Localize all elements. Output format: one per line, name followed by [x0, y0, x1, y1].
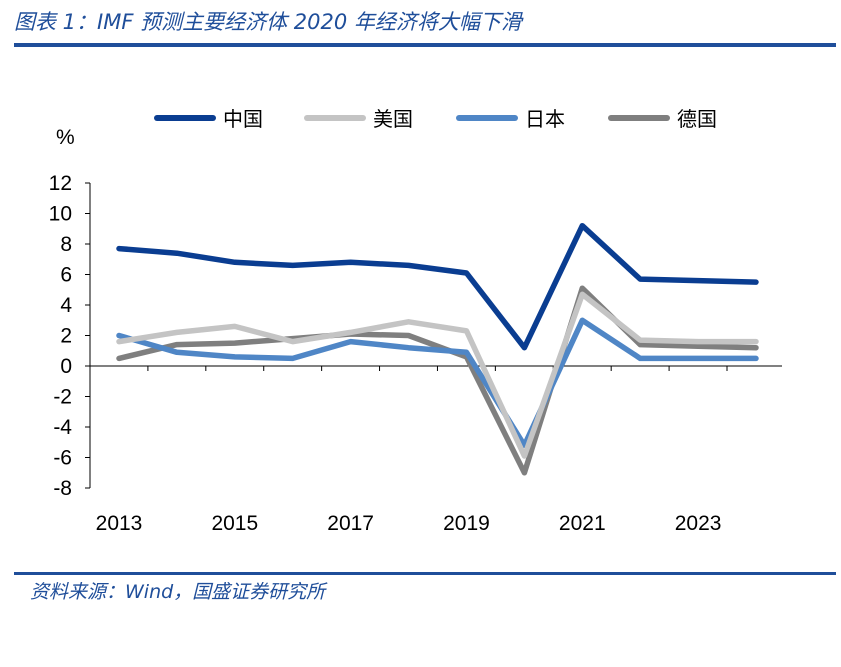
x-tick-label: 2021 [559, 512, 606, 535]
y-tick-label: 12 [49, 172, 72, 195]
y-tick-label: -8 [53, 477, 72, 500]
series-line [116, 222, 759, 351]
y-axis-unit-label: % [56, 126, 75, 149]
figure-title: 图表 1：IMF 预测主要经济体 2020 年经济将大幅下滑 [14, 10, 522, 34]
chart-series [116, 222, 759, 476]
y-tick-label: 0 [60, 355, 72, 378]
y-tick-label: -4 [53, 416, 72, 439]
x-tick-label: 2015 [211, 512, 258, 535]
legend-label: 德国 [677, 107, 717, 131]
x-tick-label: 2023 [675, 512, 722, 535]
y-tick-label: 4 [60, 294, 72, 317]
source-note: 资料来源：Wind，国盛证券研究所 [30, 581, 326, 603]
x-tick-label: 2019 [443, 512, 490, 535]
legend-label: 日本 [525, 107, 565, 131]
y-tick-label: 8 [60, 233, 72, 256]
series-line [116, 317, 759, 449]
y-tick-label: -2 [53, 386, 72, 409]
y-tick-label: -6 [53, 447, 72, 470]
y-tick-label: 2 [60, 325, 72, 348]
x-tick-label: 2017 [327, 512, 374, 535]
y-tick-label: 6 [60, 264, 72, 287]
legend-label: 中国 [223, 107, 263, 131]
legend-label: 美国 [373, 107, 413, 131]
chart-axes: 12 10 8 6 4 2 0 -2 -4 -6 -8 2013 2015 2017 2019 2021 202… [49, 172, 782, 535]
y-tick-label: 10 [49, 203, 72, 226]
series-line [116, 291, 759, 459]
series-line [116, 285, 759, 476]
x-tick-label: 2013 [96, 512, 143, 535]
source-divider [14, 572, 836, 575]
chart-legend: 中国 美国 日本 德国 [154, 107, 717, 131]
title-divider [14, 43, 836, 47]
